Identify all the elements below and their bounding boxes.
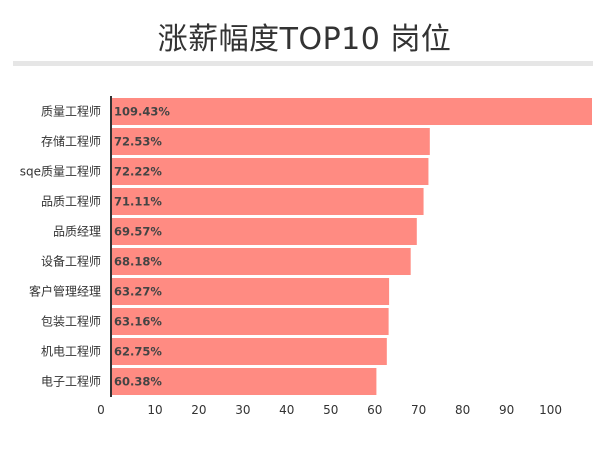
bar-8 [111, 338, 387, 365]
x-axis-ticks: 0 10 20 30 40 50 60 70 80 90 100 [97, 403, 562, 417]
bar-7 [111, 308, 389, 335]
x-tick-label-2: 20 [191, 403, 206, 417]
x-tick-label-10: 100 [539, 403, 562, 417]
bar-4 [111, 218, 417, 245]
bars-group [111, 98, 592, 395]
value-label-7: 63.16% [114, 315, 162, 329]
x-tick-label-6: 60 [367, 403, 382, 417]
value-label-9: 60.38% [114, 375, 162, 389]
bar-1 [111, 128, 430, 155]
bar-5 [111, 248, 411, 275]
category-label-1: 存储工程师 [41, 134, 101, 149]
x-tick-label-8: 80 [455, 403, 470, 417]
category-label-5: 设备工程师 [41, 254, 101, 269]
x-tick-label-0: 0 [97, 403, 105, 417]
value-label-2: 72.22% [114, 165, 162, 179]
x-tick-label-3: 30 [235, 403, 250, 417]
category-label-8: 机电工程师 [41, 344, 101, 359]
bar-2 [111, 158, 429, 185]
category-label-6: 客户管理经理 [29, 284, 101, 299]
category-label-7: 包装工程师 [41, 314, 101, 329]
category-label-4: 品质经理 [53, 225, 101, 239]
value-label-5: 68.18% [114, 255, 162, 269]
x-tick-label-7: 70 [411, 403, 426, 417]
value-label-8: 62.75% [114, 345, 162, 359]
category-label-2: sqe质量工程师 [20, 164, 101, 179]
bar-3 [111, 188, 424, 215]
bar-6 [111, 278, 390, 305]
category-label-0: 质量工程师 [41, 104, 101, 119]
bar-0 [111, 98, 592, 125]
value-labels: 109.43% 72.53% 72.22% 71.11% 69.57% 68.18% 63.… [114, 105, 170, 389]
x-tick-label-1: 10 [147, 403, 162, 417]
chart-title: 涨薪幅度TOP10 岗位 [157, 22, 452, 57]
value-label-0: 109.43% [114, 105, 170, 119]
value-label-1: 72.53% [114, 135, 162, 149]
value-label-6: 63.27% [114, 285, 162, 299]
bar-9 [111, 368, 377, 395]
title-divider [13, 61, 593, 66]
value-label-4: 69.57% [114, 225, 162, 239]
category-label-3: 品质工程师 [41, 194, 101, 209]
x-tick-label-5: 50 [323, 403, 338, 417]
x-tick-label-9: 90 [499, 403, 514, 417]
value-label-3: 71.11% [114, 195, 162, 209]
category-label-9: 电子工程师 [41, 374, 101, 389]
x-tick-label-4: 40 [279, 403, 294, 417]
